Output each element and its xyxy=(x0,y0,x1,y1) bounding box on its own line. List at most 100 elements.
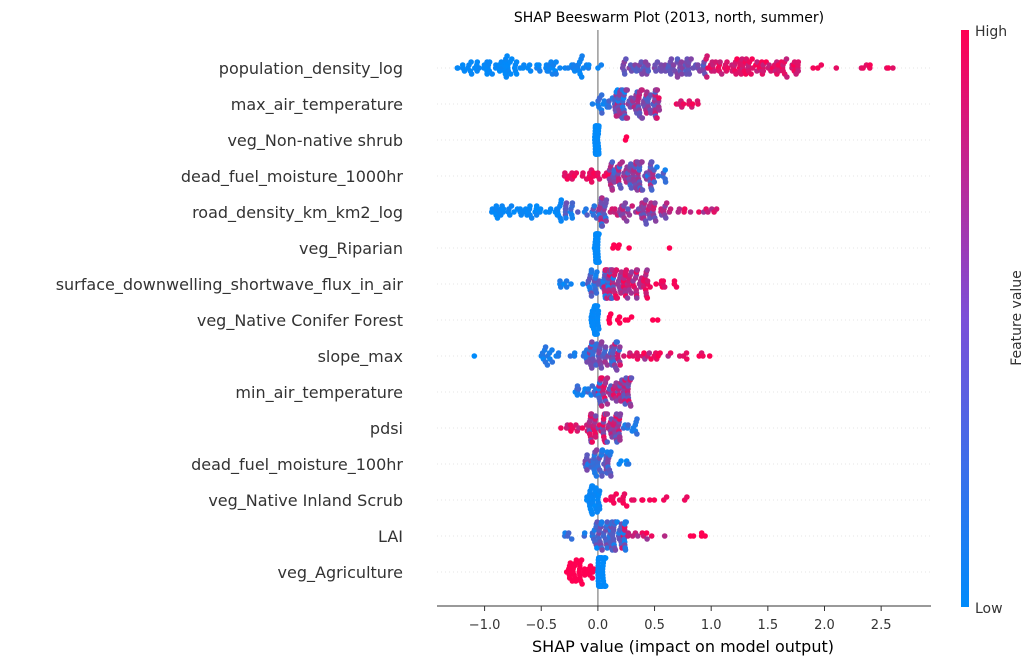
shap-point xyxy=(674,74,681,80)
shap-point xyxy=(557,278,563,284)
shap-point xyxy=(604,375,611,381)
x-axis: −1.0 −0.5 0.0 0.5 1.0 1.5 2.0 2.5 xyxy=(437,605,931,633)
x-tick-label: 2.5 xyxy=(871,618,892,633)
shap-point xyxy=(599,195,605,201)
shap-point xyxy=(521,62,527,68)
shap-point xyxy=(581,530,588,536)
feature-label: max_air_temperature xyxy=(231,95,403,115)
shap-point xyxy=(573,578,579,584)
shap-point xyxy=(679,71,685,77)
shap-point xyxy=(625,530,632,536)
shap-point xyxy=(618,269,625,275)
shap-point xyxy=(599,110,605,116)
shap-point xyxy=(586,62,592,68)
shap-point xyxy=(558,425,564,431)
shap-point xyxy=(660,278,667,284)
shap-point xyxy=(680,101,687,107)
shap-point xyxy=(784,74,790,80)
shap-point xyxy=(614,339,620,345)
shap-point xyxy=(654,115,660,121)
shap-point xyxy=(702,533,708,539)
shap-point xyxy=(579,425,586,431)
shap-point xyxy=(711,68,718,74)
shap-point xyxy=(602,583,609,589)
shap-point xyxy=(644,89,650,95)
shap-point xyxy=(513,71,520,77)
shap-point xyxy=(700,353,706,359)
shap-point xyxy=(563,278,570,284)
shap-point xyxy=(580,170,586,176)
shap-point xyxy=(611,242,617,248)
shap-point xyxy=(542,344,549,350)
shap-point xyxy=(625,317,631,323)
shap-point xyxy=(628,269,635,275)
shap-point xyxy=(590,566,597,572)
shap-point xyxy=(644,267,650,273)
shap-point xyxy=(468,59,474,65)
feature-label: pdsi xyxy=(370,419,403,438)
shap-point xyxy=(609,187,616,193)
x-tick-label: 2.0 xyxy=(814,618,835,633)
colorbar-gradient xyxy=(961,30,969,607)
shap-point xyxy=(661,284,668,290)
shap-point xyxy=(584,467,590,473)
shap-point xyxy=(717,59,723,65)
shap-point xyxy=(760,68,767,74)
shap-point xyxy=(596,176,603,182)
shap-point xyxy=(647,284,653,290)
shap-point xyxy=(639,87,645,93)
x-tick-label: −0.5 xyxy=(525,618,557,633)
shap-point xyxy=(648,92,654,98)
shap-point xyxy=(591,170,597,176)
shap-point xyxy=(545,68,552,74)
shap-point xyxy=(634,416,640,422)
shap-point xyxy=(704,74,710,80)
shap-point xyxy=(645,68,652,74)
shap-point xyxy=(603,218,609,224)
shap-point xyxy=(558,197,565,203)
shap-point xyxy=(654,317,661,323)
shap-point xyxy=(537,206,544,212)
feature-label: dead_fuel_moisture_100hr xyxy=(191,455,403,475)
shap-point xyxy=(593,290,600,296)
shap-point xyxy=(614,367,620,373)
shap-point xyxy=(639,187,646,193)
shap-point xyxy=(596,488,603,494)
shap-point xyxy=(639,497,646,503)
shap-point xyxy=(624,87,630,93)
shap-point xyxy=(493,203,500,209)
shap-point xyxy=(536,62,542,68)
shap-point xyxy=(795,68,801,74)
colorbar-high-label: High xyxy=(975,24,1007,40)
shap-point xyxy=(527,203,533,209)
shap-point xyxy=(718,71,725,77)
shap-point xyxy=(589,365,595,371)
shap-point xyxy=(624,295,631,301)
shap-point xyxy=(671,278,678,284)
shap-point xyxy=(563,284,570,290)
shap-point xyxy=(598,339,605,345)
shap-point xyxy=(596,326,602,332)
shap-point xyxy=(652,218,659,224)
shap-point xyxy=(598,92,605,98)
shap-point xyxy=(565,530,572,536)
shap-point xyxy=(667,206,674,212)
shap-point xyxy=(596,506,603,512)
shap-point xyxy=(638,59,645,65)
shap-point xyxy=(662,179,669,185)
shap-point xyxy=(662,167,668,173)
shap-point xyxy=(766,62,772,68)
shap-point xyxy=(598,62,605,68)
shap-point xyxy=(623,56,629,62)
shap-point xyxy=(810,65,816,71)
shap-point xyxy=(594,303,601,309)
shap-point xyxy=(635,353,642,359)
shap-point xyxy=(690,533,697,539)
shap-point xyxy=(570,62,577,68)
shap-point xyxy=(696,209,702,215)
shap-point xyxy=(656,107,663,113)
x-tick-label: 0.5 xyxy=(644,618,665,633)
shap-point xyxy=(575,209,581,215)
shap-point xyxy=(513,59,520,65)
shap-point xyxy=(568,536,575,542)
